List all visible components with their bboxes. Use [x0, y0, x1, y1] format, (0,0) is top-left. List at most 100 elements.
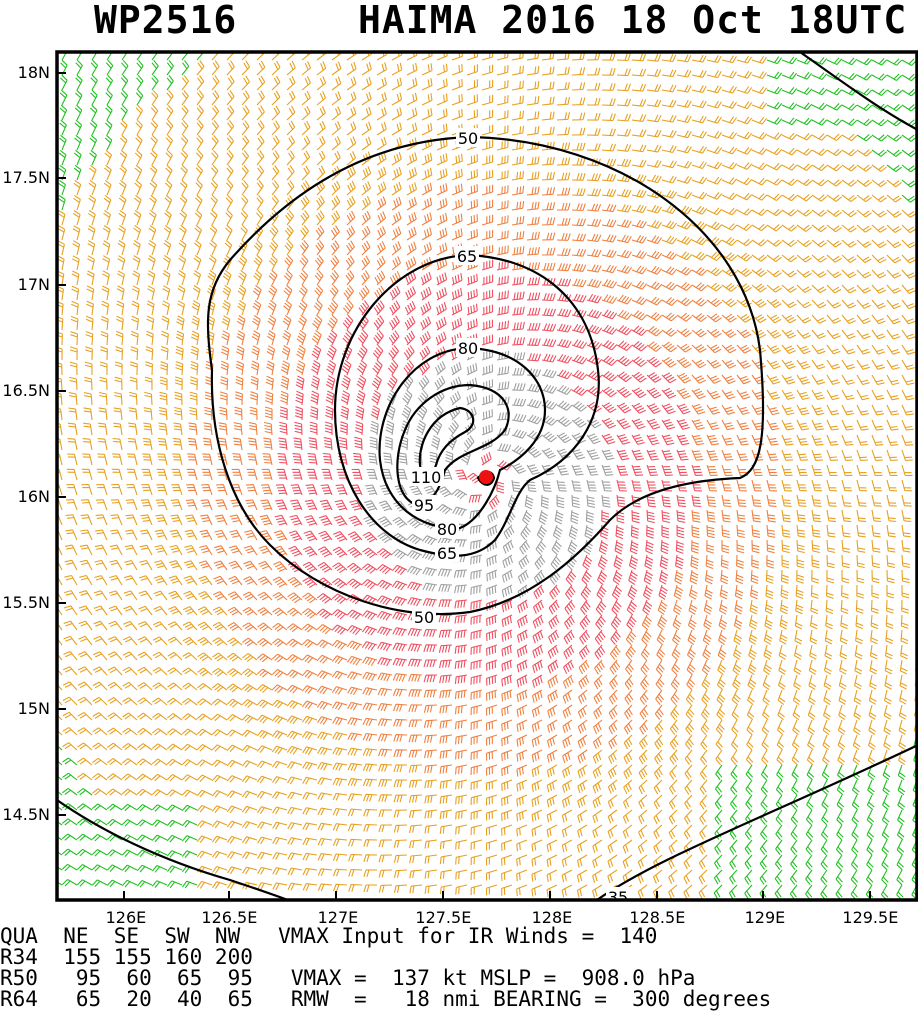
wind-barb	[526, 171, 540, 181]
wind-barb	[302, 746, 318, 755]
wind-barb	[346, 578, 363, 590]
wind-barb	[256, 714, 273, 724]
wind-barb	[134, 149, 143, 166]
wind-barb	[451, 93, 463, 106]
wind-barb	[286, 180, 295, 196]
wind-barb	[63, 635, 78, 646]
wind-barb	[616, 280, 633, 290]
wind-barb	[616, 479, 627, 492]
wind-barb	[631, 310, 648, 321]
wind-barb	[526, 231, 540, 241]
wind-barb	[317, 853, 333, 861]
wind-barb	[408, 689, 423, 697]
wind-barb	[257, 622, 273, 632]
wind-barb	[637, 884, 648, 899]
wind-barb	[121, 864, 138, 873]
wind-barb	[64, 559, 78, 571]
wind-barb	[391, 533, 408, 544]
wind-barb	[721, 389, 736, 400]
wind-barb	[676, 509, 686, 523]
wind-barb	[232, 453, 243, 466]
wind-barb	[811, 389, 825, 401]
rmw-text: RMW = 18 nmi BEARING = 300 degrees	[290, 987, 772, 1011]
wind-barb	[736, 479, 748, 492]
wind-barb	[215, 499, 228, 511]
wind-barb	[122, 742, 138, 751]
wind-barb	[896, 884, 904, 900]
wind-barb	[841, 194, 857, 203]
wind-barb	[181, 60, 190, 76]
wind-barb	[409, 824, 423, 834]
wind-barb	[241, 150, 250, 166]
wind-barb	[841, 239, 857, 248]
wind-barb	[241, 775, 258, 784]
wind-barb	[317, 731, 333, 741]
wind-barb	[721, 329, 737, 338]
wind-barb	[75, 74, 83, 91]
wind-barb	[706, 509, 716, 523]
wind-barb	[823, 659, 832, 675]
wind-barb	[470, 674, 483, 685]
wind-barb	[646, 341, 662, 352]
wind-barb	[571, 479, 582, 492]
wind-barb	[577, 824, 588, 838]
wind-barb	[796, 163, 813, 171]
wind-barb	[766, 224, 783, 232]
wind-barb	[713, 869, 723, 885]
wind-barb	[856, 254, 872, 264]
wind-barb	[72, 225, 81, 241]
wind-barb	[646, 312, 663, 321]
wind-barb	[496, 427, 511, 436]
wind-barb	[197, 606, 213, 616]
wind-barb	[691, 539, 699, 554]
wind-barb	[871, 584, 880, 599]
wind-barb	[135, 89, 144, 106]
wind-barb	[616, 83, 631, 92]
wind-barb	[295, 360, 306, 376]
wind-barb	[901, 494, 912, 507]
wind-barb	[166, 743, 183, 751]
wind-barb	[298, 284, 308, 301]
wind-barb	[676, 419, 690, 430]
wind-barb	[268, 284, 278, 301]
wind-barb	[751, 208, 768, 216]
wind-barb	[341, 375, 351, 391]
wind-barb	[532, 599, 544, 614]
wind-barb	[853, 674, 862, 690]
wind-barb	[631, 250, 647, 260]
wind-barb	[686, 659, 696, 676]
wind-barb	[229, 514, 243, 526]
contour-65	[333, 253, 600, 557]
wind-barb	[653, 824, 663, 840]
wind-barb	[438, 599, 453, 608]
storm-id: WP2516	[94, 0, 238, 42]
wind-barb	[466, 214, 478, 226]
wind-barb	[376, 240, 386, 256]
wind-barb	[826, 239, 842, 248]
wind-barb	[901, 374, 915, 386]
wind-barb	[95, 499, 108, 511]
wind-barb	[836, 809, 844, 826]
wind-barb	[661, 464, 673, 476]
wind-barb	[628, 569, 638, 585]
wind-barb	[346, 195, 356, 211]
wind-barb	[361, 225, 371, 241]
wind-barb	[408, 719, 423, 728]
wind-barb	[781, 464, 793, 477]
wind-barb	[901, 554, 911, 569]
wind-barb	[121, 803, 138, 812]
wind-barb	[562, 764, 573, 778]
wind-barb	[116, 300, 125, 316]
wind-barb	[690, 554, 699, 570]
wind-barb	[751, 314, 767, 324]
wind-barb	[408, 704, 423, 713]
wind-barb	[601, 449, 615, 461]
wind-barb	[765, 569, 774, 584]
wind-barb	[793, 659, 802, 675]
wind-barb	[112, 437, 123, 451]
wind-barb	[260, 484, 273, 496]
wind-barb	[363, 884, 377, 893]
wind-barb	[672, 614, 682, 631]
wind-barb	[256, 165, 265, 181]
wind-barb	[871, 494, 882, 507]
